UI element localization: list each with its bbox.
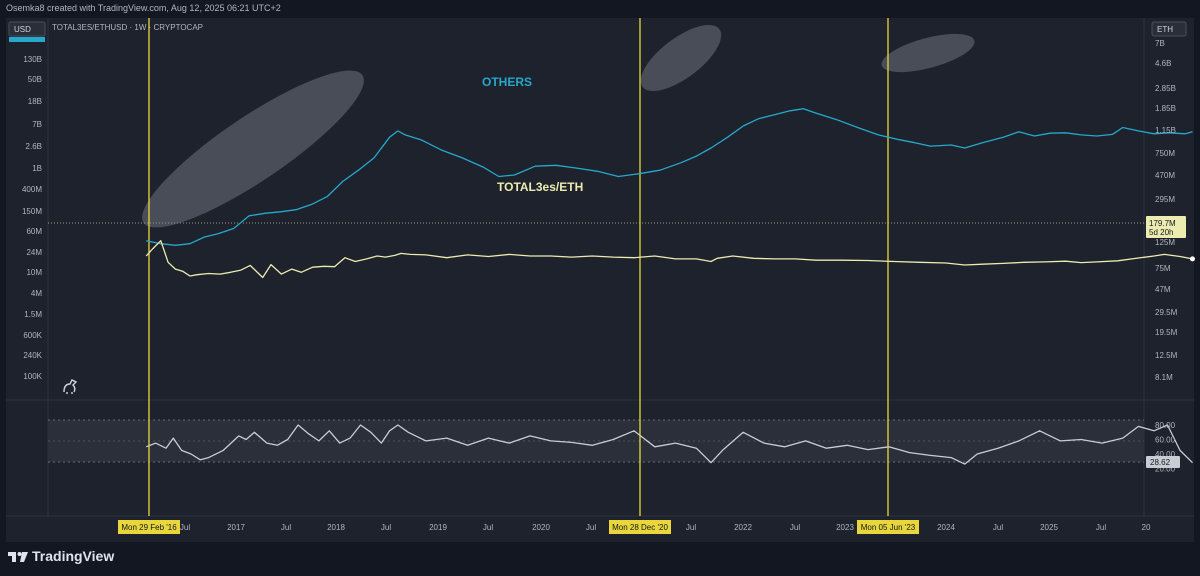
time-axis-tick: Jul	[686, 523, 696, 532]
series-total3-last-point	[1189, 256, 1195, 262]
time-axis-tick: Jul	[1096, 523, 1106, 532]
countdown-text: 5d 20h	[1149, 228, 1173, 237]
left-axis-tick: 10M	[26, 268, 42, 277]
left-axis-tick: 130B	[23, 55, 42, 64]
left-scale-last-label	[9, 37, 45, 42]
series-label-others: OTHERS	[482, 75, 532, 89]
tradingview-brand: TradingView	[32, 548, 115, 564]
right-axis-ticks: 7B 4.6B 2.85B 1.85B 1.15B 750M 470M 295M 125M 75M…	[1155, 39, 1178, 382]
time-axis-tick: Jul	[180, 523, 190, 532]
highlight-ellipse-2016	[142, 70, 364, 228]
left-currency-button[interactable]	[8, 21, 46, 37]
left-axis-tick: 100K	[23, 372, 42, 381]
time-axis-tick: 2017	[227, 523, 245, 532]
time-axis-tick: Jul	[790, 523, 800, 532]
credit-text: Osemka8 created with TradingView.com, Au…	[6, 3, 281, 13]
oscillator-last-badge	[1146, 456, 1180, 468]
series-oscillator-line	[145, 424, 1193, 465]
oscillator-axis-ticks: 80.00 60.00 40.00 20.00	[1155, 421, 1176, 474]
right-axis-tick: 19.5M	[1155, 328, 1178, 337]
oscillator-band	[48, 420, 1144, 462]
time-axis-tick: 2020	[532, 523, 550, 532]
right-axis-tick: 12.5M	[1155, 351, 1178, 360]
left-axis-tick: 7B	[32, 120, 42, 129]
left-axis-tick: 60M	[26, 227, 42, 236]
highlight-ellipse-2023	[881, 33, 975, 73]
time-axis-ticks: Mon 29 Feb '16 Jul 2017 Jul 2018 Jul 2019 Jul 20…	[118, 520, 1151, 534]
right-axis-tick: 4.6B	[1155, 59, 1171, 68]
right-axis-tick: 295M	[1155, 195, 1175, 204]
time-axis-tick: Mon 05 Jun '23	[861, 523, 916, 532]
series-total3-line	[145, 240, 1193, 279]
right-axis-tick: 47M	[1155, 285, 1171, 294]
time-axis-tick: 2023	[836, 523, 854, 532]
left-axis-tick: 400M	[22, 185, 42, 194]
left-axis-tick: 4M	[31, 289, 42, 298]
main-pane	[48, 18, 1144, 398]
oscillator-axis-tick: 60.00	[1155, 436, 1176, 445]
time-axis-tick: Jul	[586, 523, 596, 532]
left-axis-tick: 24M	[26, 248, 42, 257]
top-bar: Osemka8 created with TradingView.com, Au…	[0, 0, 1200, 18]
left-axis-tick: 1.5M	[24, 310, 42, 319]
time-axis-tick: 2022	[734, 523, 752, 532]
left-axis-tick: 1B	[32, 164, 42, 173]
left-axis-ticks: 130B 50B 18B 7B 2.6B 1B 400M 150M 60M 24M 10M 4M 1.5…	[22, 55, 43, 381]
oscillator-axis-tick: 40.00	[1155, 450, 1176, 459]
time-axis-tick: 2019	[429, 523, 447, 532]
right-axis-tick: 750M	[1155, 149, 1175, 158]
dino-icon[interactable]	[63, 379, 78, 394]
oscillator-last-text: 28.62	[1150, 458, 1171, 467]
time-marker-badge	[609, 520, 671, 534]
time-axis-tick: 2018	[327, 523, 345, 532]
footer: TradingView	[0, 542, 1200, 576]
right-axis-tick: 1.15B	[1155, 126, 1176, 135]
last-value-badge	[1146, 216, 1186, 238]
time-marker-badge	[857, 520, 919, 534]
time-axis-tick: 2025	[1040, 523, 1058, 532]
right-axis-tick: 29.5M	[1155, 308, 1178, 317]
time-axis-tick: Jul	[381, 523, 391, 532]
left-axis-tick: 18B	[28, 97, 42, 106]
time-marker-badge	[118, 520, 180, 534]
left-axis-tick: 150M	[22, 207, 42, 216]
right-axis-tick: 470M	[1155, 171, 1175, 180]
time-axis-tick: Mon 29 Feb '16	[121, 523, 177, 532]
right-axis-tick: 125M	[1155, 238, 1175, 247]
right-axis-tick: 75M	[1155, 264, 1171, 273]
highlight-ellipse-2021	[640, 24, 722, 92]
left-axis-tick: 50B	[28, 75, 42, 84]
series-others-line	[146, 108, 1193, 246]
time-axis-tick: 20	[1142, 523, 1151, 532]
vertical-markers	[148, 18, 889, 516]
time-axis-tick: Jul	[483, 523, 493, 532]
left-axis-tick: 2.6B	[26, 142, 42, 151]
left-axis-tick: 240K	[23, 351, 42, 360]
right-axis-tick: 8.1M	[1155, 373, 1173, 382]
right-axis-tick: 2.85B	[1155, 84, 1176, 93]
time-axis-tick: Jul	[281, 523, 291, 532]
right-currency-label: ETH	[1157, 25, 1173, 34]
highlight-ellipses	[142, 24, 975, 228]
series-layer	[145, 108, 1195, 465]
time-axis-tick: 2024	[937, 523, 955, 532]
right-currency-button[interactable]	[1151, 21, 1187, 37]
left-currency-label: USD	[14, 25, 31, 34]
symbol-line: TOTAL3ES/ETHUSD · 1W · CRYPTOCAP	[52, 23, 203, 32]
oscillator-axis-tick: 20.00	[1155, 465, 1176, 474]
time-axis-tick: Jul	[993, 523, 1003, 532]
left-axis-tick: 600K	[23, 331, 42, 340]
oscillator-axis-tick: 80.00	[1155, 421, 1176, 430]
time-axis-tick: Mon 28 Dec '20	[612, 523, 668, 532]
last-value-text: 179.7M	[1149, 219, 1176, 228]
right-axis-tick: 1.85B	[1155, 104, 1176, 113]
series-label-total3: TOTAL3es/ETH	[497, 180, 583, 194]
right-axis-tick: 7B	[1155, 39, 1165, 48]
tradingview-logo-icon	[8, 552, 28, 562]
